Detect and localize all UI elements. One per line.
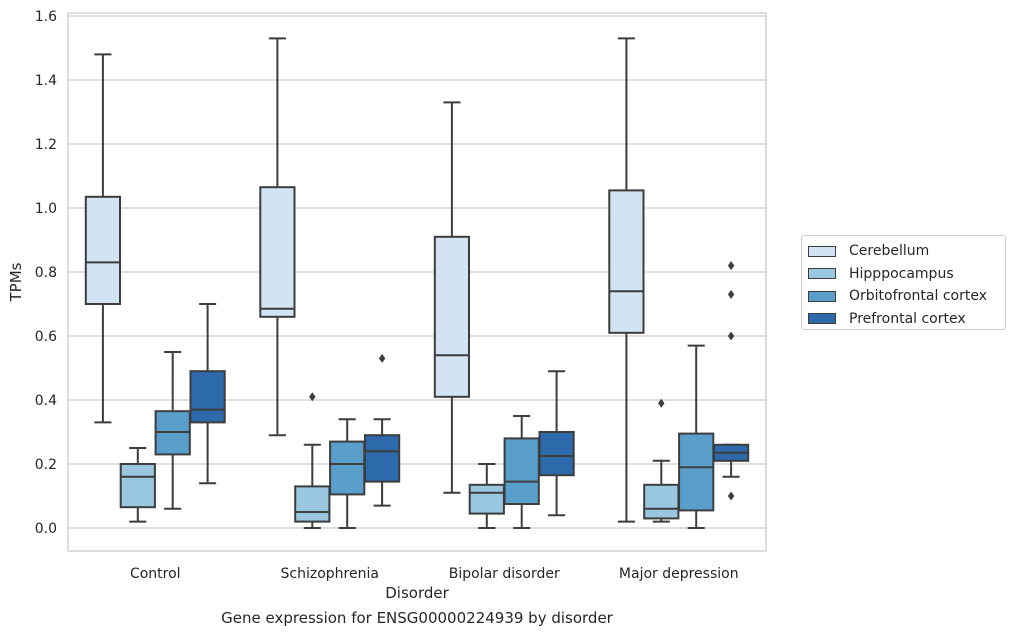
box-orbitofrontal-cortex xyxy=(154,351,191,510)
legend-item: Prefrontal cortex xyxy=(808,308,1005,331)
box-prefrontal-cortex xyxy=(712,261,750,501)
box-cerebellum xyxy=(433,101,471,494)
legend-swatch xyxy=(808,245,836,257)
box-body xyxy=(643,483,680,520)
box-body xyxy=(538,431,575,477)
x-tick-label: Bipolar disorder xyxy=(449,566,560,582)
legend-label: Hipppocampus xyxy=(849,265,954,282)
y-tick-label: 1.6 xyxy=(35,9,57,25)
box-cerebellum xyxy=(84,53,122,424)
box-cerebellum xyxy=(259,37,296,437)
y-axis-label: TPMs xyxy=(7,262,25,302)
x-tick-label: Major depression xyxy=(619,566,739,582)
y-tick-label: 1.4 xyxy=(35,73,57,89)
box-prefrontal-cortex xyxy=(189,303,226,485)
box-body xyxy=(294,485,331,523)
outlier-point xyxy=(727,491,735,501)
legend-swatch xyxy=(808,313,836,325)
box-body xyxy=(329,440,366,496)
box-body xyxy=(503,437,540,505)
legend-swatch xyxy=(808,268,836,280)
box-hipppocampus xyxy=(119,447,156,523)
legend-label: Prefrontal cortex xyxy=(849,310,966,327)
box-body xyxy=(608,189,645,334)
box-hipppocampus xyxy=(643,398,680,523)
x-tick-label: Schizophrenia xyxy=(281,566,379,582)
outlier-point xyxy=(727,331,735,341)
legend-label: Orbitofrontal cortex xyxy=(849,288,987,305)
plot-frame xyxy=(67,12,767,552)
outlier-point xyxy=(658,398,665,408)
chart-caption: Gene expression for ENSG00000224939 by d… xyxy=(221,609,613,627)
box-body xyxy=(189,370,226,424)
x-axis-label: Disorder xyxy=(385,584,449,602)
legend-item: Orbitofrontal cortex xyxy=(808,285,1005,308)
legend-item: Cerebellum xyxy=(808,240,1005,263)
box-body xyxy=(84,195,122,305)
box-hipppocampus xyxy=(468,463,505,529)
y-tick-label: 0.8 xyxy=(35,265,57,281)
outlier-point xyxy=(378,353,386,363)
outlier-point xyxy=(309,392,316,402)
y-tick-label: 1.2 xyxy=(35,137,57,153)
box-body xyxy=(468,483,505,515)
x-tick-label: Control xyxy=(130,566,181,582)
box-orbitofrontal-cortex xyxy=(503,415,540,529)
legend: Cerebellum Hipppocampus Orbitofrontal cort… xyxy=(801,235,1006,330)
box-body xyxy=(433,235,471,398)
y-tick-labels: 0.0 0.2 0.4 0.6 0.8 1.0 1.2 1.4 1.6 xyxy=(35,9,57,537)
box-orbitofrontal-cortex xyxy=(329,418,366,529)
y-tick-label: 0.2 xyxy=(35,457,57,473)
outlier-point xyxy=(727,261,735,271)
box-prefrontal-cortex xyxy=(538,370,575,517)
y-tick-label: 0.4 xyxy=(35,393,57,409)
box-cerebellum xyxy=(608,37,645,523)
box-layer xyxy=(84,37,750,529)
legend-swatch xyxy=(808,290,836,302)
y-tick-label: 1.0 xyxy=(35,201,57,217)
x-tick-labels: Control Schizophrenia Bipolar disorder Majo… xyxy=(130,566,739,582)
legend-label: Cerebellum xyxy=(849,243,930,260)
outlier-point xyxy=(727,289,735,299)
y-tick-label: 0.6 xyxy=(35,329,57,345)
box-body xyxy=(119,463,156,509)
box-body xyxy=(678,432,715,512)
gridlines xyxy=(68,15,766,529)
legend-item: Hipppocampus xyxy=(808,263,1005,286)
box-hipppocampus xyxy=(294,392,331,529)
box-prefrontal-cortex xyxy=(363,353,401,507)
box-body xyxy=(259,186,296,318)
y-tick-label: 0.0 xyxy=(35,521,57,537)
box-orbitofrontal-cortex xyxy=(678,344,715,529)
box-body xyxy=(363,434,401,483)
